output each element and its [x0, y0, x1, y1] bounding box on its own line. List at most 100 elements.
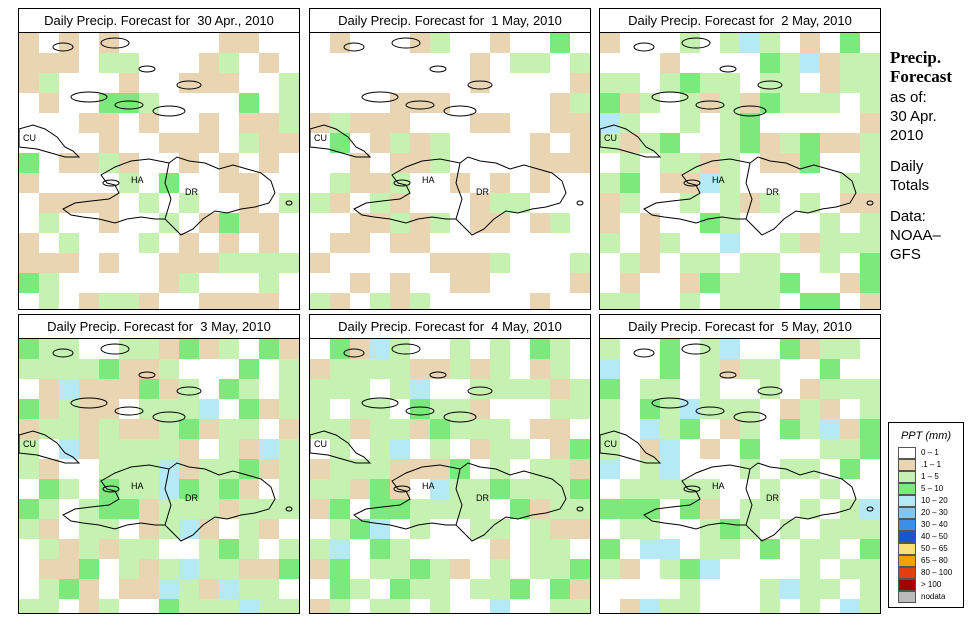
grid-cell — [219, 53, 239, 73]
grid-cell — [119, 173, 139, 193]
grid-cell — [239, 213, 259, 233]
grid-cell — [600, 339, 620, 359]
grid-cell — [370, 133, 390, 153]
grid-cell — [59, 379, 79, 399]
grid-cell — [800, 133, 820, 153]
grid-cell — [259, 153, 279, 173]
grid-cell — [350, 419, 370, 439]
grid-cell — [800, 599, 820, 613]
grid-cell — [390, 339, 410, 359]
hispaniola-outline — [353, 156, 567, 236]
legend-swatch — [898, 459, 916, 471]
grid-cell — [430, 579, 450, 599]
country-label-dr: DR — [476, 187, 489, 197]
grid-cell — [259, 113, 279, 133]
grid-cell — [99, 599, 119, 613]
grid-cell — [430, 499, 450, 519]
grid-cell — [390, 419, 410, 439]
country-label-cu: CU — [604, 133, 617, 143]
grid-cell — [660, 599, 680, 613]
grid-cell — [860, 499, 880, 519]
grid-cell — [239, 33, 259, 53]
grid-cell — [179, 559, 199, 579]
grid-cell — [159, 499, 179, 519]
grid-cell — [660, 419, 680, 439]
small-island — [733, 105, 767, 117]
legend-label: 30 – 40 — [921, 520, 948, 529]
grid-cell — [279, 459, 299, 479]
grid-cell — [279, 439, 299, 459]
precip-map: CU HA DR — [310, 33, 590, 309]
grid-cell — [600, 499, 620, 519]
grid-cell — [239, 499, 259, 519]
grid-cell — [259, 273, 279, 293]
grid-cell — [470, 53, 490, 73]
grid-cell — [99, 33, 119, 53]
grid-cell — [550, 213, 570, 233]
grid-cell — [199, 479, 219, 499]
country-label-cu: CU — [604, 439, 617, 449]
grid-cell — [99, 133, 119, 153]
grid-cell — [550, 519, 570, 539]
grid-cell — [330, 33, 350, 53]
cuba-outline — [600, 430, 662, 464]
grid-cell — [490, 193, 510, 213]
grid-cell — [640, 133, 660, 153]
grid-cell — [600, 293, 620, 309]
small-island — [719, 371, 737, 379]
grid-cell — [700, 439, 720, 459]
grid-cell — [310, 113, 330, 133]
grid-cell — [760, 479, 780, 499]
country-label-dr: DR — [766, 493, 779, 503]
grid-cell — [199, 253, 219, 273]
side-info: Precip. Forecast as of: 30 Apr. 2010 Dai… — [890, 48, 974, 264]
grid-cell — [490, 359, 510, 379]
grid-cell — [470, 193, 490, 213]
grid-cell — [99, 53, 119, 73]
grid-cell — [660, 233, 680, 253]
grid-cell — [550, 559, 570, 579]
grid-cell — [139, 339, 159, 359]
small-island — [138, 371, 156, 379]
grid-cell — [760, 499, 780, 519]
grid-cell — [470, 213, 490, 233]
grid-cell — [740, 399, 760, 419]
small-island — [391, 37, 421, 49]
grid-cell — [39, 213, 59, 233]
grid-cell — [470, 419, 490, 439]
grid-cell — [99, 499, 119, 519]
grid-cell — [59, 339, 79, 359]
grid-cell — [640, 93, 660, 113]
grid-cell — [860, 93, 880, 113]
grid-cell — [700, 253, 720, 273]
grid-cell — [370, 399, 390, 419]
grid-cell — [820, 93, 840, 113]
small-island — [719, 65, 737, 73]
legend-swatch — [898, 531, 916, 543]
small-island — [757, 80, 783, 90]
grid-cell — [139, 499, 159, 519]
grid-cell — [820, 519, 840, 539]
legend-swatch — [898, 483, 916, 495]
grid-cell — [600, 93, 620, 113]
grid-cell — [410, 419, 430, 439]
small-island — [467, 80, 493, 90]
grid-cell — [720, 339, 740, 359]
country-label-ha: HA — [422, 481, 435, 491]
grid-cell — [219, 173, 239, 193]
grid-cell — [350, 519, 370, 539]
grid-cell — [570, 519, 590, 539]
grid-cell — [239, 93, 259, 113]
grid-cell — [139, 479, 159, 499]
grid-cell — [780, 579, 800, 599]
grid-cell — [390, 379, 410, 399]
grid-cell — [139, 193, 159, 213]
legend-label: 0 – 1 — [921, 448, 939, 457]
grid-cell — [680, 419, 700, 439]
grid-cell — [139, 233, 159, 253]
grid-cell — [760, 253, 780, 273]
grid-cell — [79, 113, 99, 133]
grid-cell — [310, 539, 330, 559]
map-panel: CU HA DR — [309, 32, 591, 310]
grid-cell — [79, 359, 99, 379]
